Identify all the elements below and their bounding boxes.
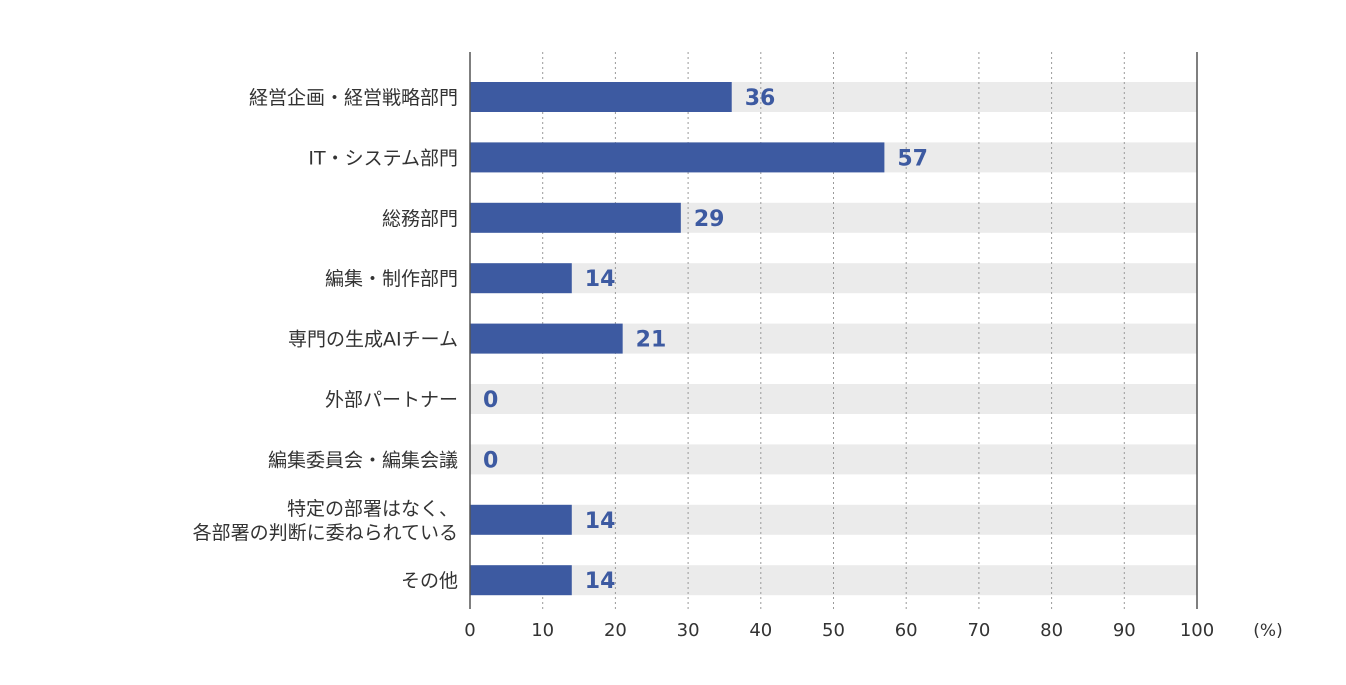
category-label: 総務部門 xyxy=(382,208,458,230)
x-tick-label: 60 xyxy=(895,620,918,641)
x-tick-label: 80 xyxy=(1040,620,1063,641)
bar xyxy=(470,565,572,596)
category-label: その他 xyxy=(401,570,458,592)
bar-track xyxy=(470,444,1197,475)
category-label: 外部パートナー xyxy=(325,389,458,411)
x-tick-label: 10 xyxy=(531,620,554,641)
category-label: 経営企画・経営戦略部門 xyxy=(249,87,458,109)
category-label: 各部署の判断に委ねられている xyxy=(193,522,458,544)
tick-labels: 0 10 20 30 40 50 60 70 80 90 100 xyxy=(464,620,1214,641)
bar xyxy=(470,323,623,354)
category-label: IT・システム部門 xyxy=(308,147,458,169)
category-label: 編集・制作部門 xyxy=(325,268,458,290)
bar xyxy=(470,202,681,233)
value-label: 14 xyxy=(585,267,616,292)
bars xyxy=(470,82,885,596)
x-tick-label: 0 xyxy=(464,620,475,641)
x-tick-label: 30 xyxy=(677,620,700,641)
value-label: 36 xyxy=(745,86,776,111)
value-label: 0 xyxy=(483,448,498,473)
bar xyxy=(470,142,885,173)
x-tick-label: 90 xyxy=(1113,620,1136,641)
value-label: 0 xyxy=(483,388,498,413)
x-tick-label: 100 xyxy=(1180,620,1214,641)
category-labels: 経営企画・経営戦略部門 IT・システム部門総務部門編集・制作部門専門の生成AIチー… xyxy=(193,87,458,592)
x-tick-label: 70 xyxy=(967,620,990,641)
bar xyxy=(470,82,732,112)
value-labels: 36 57 29 14 21 0 0 14 14 xyxy=(483,86,928,594)
axes xyxy=(469,52,1198,609)
unit-label: (%) xyxy=(1253,621,1282,641)
category-label: 特定の部署はなく、 xyxy=(287,498,458,520)
value-label: 21 xyxy=(636,328,667,353)
bar-track xyxy=(470,565,1197,596)
bar xyxy=(470,263,572,294)
value-label: 14 xyxy=(585,509,616,534)
category-label: 専門の生成AIチーム xyxy=(288,329,458,351)
x-tick-label: 50 xyxy=(822,620,845,641)
x-tick-label: 40 xyxy=(749,620,772,641)
bar xyxy=(470,504,572,535)
value-label: 29 xyxy=(694,207,725,232)
bar-track xyxy=(470,504,1197,535)
value-label: 57 xyxy=(897,146,928,171)
value-label: 14 xyxy=(585,569,616,594)
category-label: 編集委員会・編集会議 xyxy=(268,449,458,471)
x-tick-label: 20 xyxy=(604,620,627,641)
